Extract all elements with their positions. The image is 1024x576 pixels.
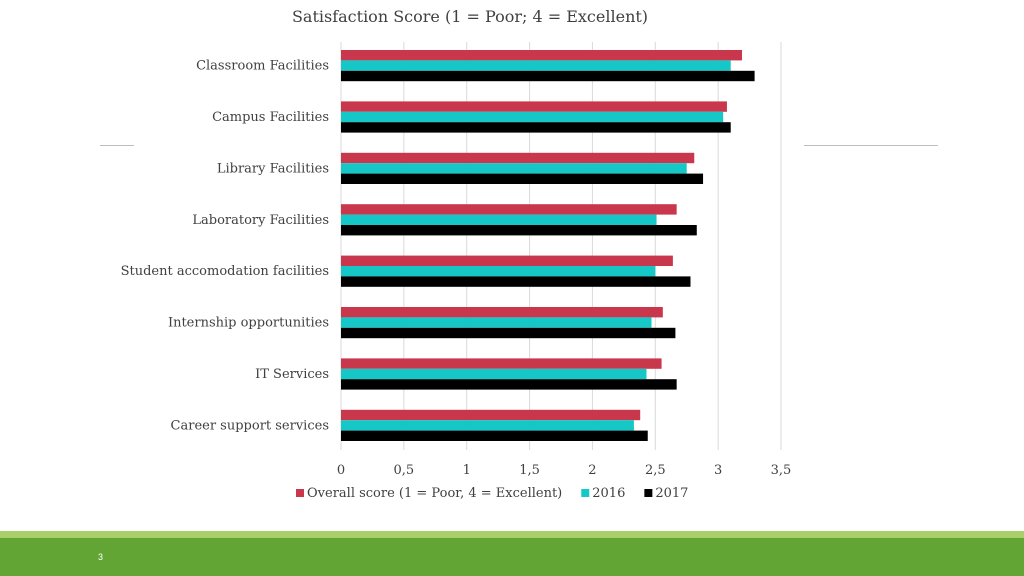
x-tick-label-1: 0,5 [394, 463, 415, 478]
decorative-line-left [100, 145, 134, 146]
category-label-6: IT Services [255, 367, 329, 382]
category-label-7: Career support services [171, 418, 329, 433]
x-axis-ticks: 0 0,5 1 1,5 2 2,5 3 3,5 [337, 463, 791, 478]
bar-3-series-0 [341, 204, 677, 215]
bar-2-series-0 [341, 152, 695, 164]
bar-3-series-1 [341, 214, 657, 225]
category-labels: Classroom Facilities Campus Facilities Lib… [121, 59, 329, 434]
bar-7-series-2 [341, 430, 648, 441]
decorative-line-right [804, 145, 938, 146]
bar-5-series-0 [341, 307, 663, 318]
bar-0-series-1 [341, 60, 731, 71]
legend-swatch-1 [581, 489, 590, 497]
category-label-3: Laboratory Facilities [192, 213, 329, 228]
footer-band [0, 538, 1024, 576]
bar-0-series-0 [341, 50, 743, 61]
x-tick-label-3: 1,5 [519, 463, 540, 478]
bar-0-series-2 [341, 70, 755, 82]
bar-5-series-1 [341, 317, 652, 328]
category-label-2: Library Facilities [217, 161, 329, 176]
legend: Overall score (1 = Poor, 4 = Excellent) 2… [296, 486, 688, 501]
chart-title: Satisfaction Score (1 = Poor; 4 = Excell… [292, 7, 648, 26]
bar-1-series-1 [341, 111, 724, 123]
category-label-5: Internship opportunities [168, 316, 329, 331]
x-tick-label-0: 0 [337, 463, 345, 478]
category-label-0: Classroom Facilities [196, 59, 329, 74]
x-tick-label-7: 3,5 [771, 463, 792, 478]
legend-label-1: 2016 [592, 486, 625, 501]
category-label-1: Campus Facilities [212, 110, 329, 125]
bar-4-series-2 [341, 276, 691, 287]
category-label-4: Student accomodation facilities [121, 264, 329, 279]
bar-6-series-1 [341, 368, 647, 380]
bar-7-series-1 [341, 420, 634, 431]
footer-accent-band [0, 531, 1024, 538]
bars [341, 50, 755, 441]
legend-swatch-0 [296, 489, 304, 497]
legend-label-0: Overall score (1 = Poor, 4 = Excellent) [307, 486, 562, 501]
x-tick-label-6: 3 [714, 463, 722, 478]
bar-3-series-2 [341, 225, 697, 236]
x-tick-label-4: 2 [588, 463, 596, 478]
bar-2-series-2 [341, 173, 704, 184]
bar-chart: Satisfaction Score (1 = Poor; 4 = Excell… [121, 7, 792, 501]
bar-2-series-1 [341, 163, 687, 174]
legend-swatch-2 [644, 489, 653, 497]
bar-4-series-0 [341, 255, 673, 266]
bar-6-series-2 [341, 379, 677, 390]
bar-1-series-2 [341, 122, 731, 133]
bar-7-series-0 [341, 409, 641, 421]
bar-4-series-1 [341, 266, 656, 277]
bar-5-series-2 [341, 327, 676, 339]
legend-label-2: 2017 [655, 486, 688, 501]
page-number: 3 [98, 552, 104, 562]
bar-1-series-0 [341, 101, 727, 112]
x-tick-label-2: 1 [463, 463, 471, 478]
x-tick-label-5: 2,5 [645, 463, 666, 478]
bar-6-series-0 [341, 358, 662, 369]
